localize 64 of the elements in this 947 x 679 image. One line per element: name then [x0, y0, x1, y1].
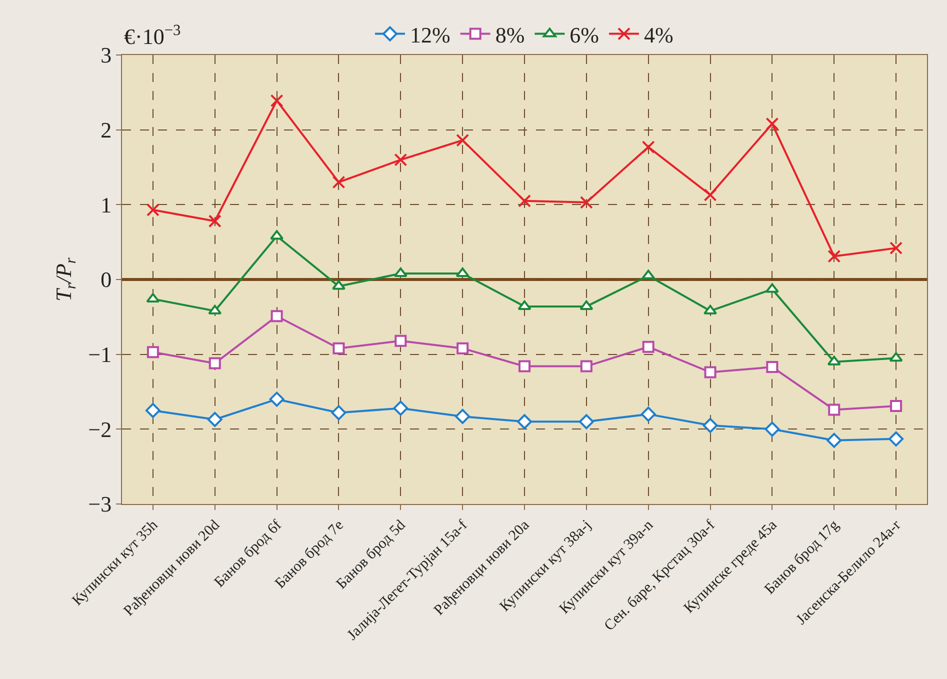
point: [828, 404, 840, 416]
legend-label: 8%: [495, 22, 525, 48]
point: [889, 352, 903, 362]
y-tick-label: −3: [88, 492, 112, 517]
point: [642, 140, 655, 154]
y-tick-label: −1: [88, 342, 112, 368]
point: [145, 402, 160, 418]
point: [270, 230, 284, 240]
point: [393, 400, 408, 416]
point: [332, 280, 346, 290]
point: [146, 346, 159, 358]
point: [456, 342, 469, 354]
point: [394, 268, 408, 278]
legend-label: 4%: [644, 22, 674, 48]
y-tick-label: −2: [88, 416, 112, 442]
point: [640, 406, 656, 422]
point: [580, 196, 593, 209]
point: [208, 357, 221, 370]
point: [765, 283, 779, 293]
point: [642, 340, 654, 353]
text: €·10$^{−3}$: [124, 22, 182, 50]
point: [704, 188, 717, 202]
point: [828, 250, 841, 263]
point: [827, 356, 841, 366]
point: [332, 176, 346, 189]
point: [766, 361, 778, 374]
point: [888, 431, 904, 446]
point: [518, 194, 531, 208]
point: [517, 414, 532, 430]
y-tick-label: 0: [100, 267, 112, 292]
point: [270, 94, 284, 108]
point: [518, 300, 532, 310]
point: [208, 214, 222, 228]
point: [456, 268, 470, 278]
point: [642, 270, 656, 280]
point: [704, 304, 718, 314]
y-tick-label: 3: [100, 42, 112, 68]
point: [332, 342, 345, 354]
point: [146, 203, 160, 216]
point: [580, 360, 592, 372]
point: [207, 412, 222, 427]
point: [394, 334, 407, 347]
point: [764, 422, 780, 437]
point: [518, 360, 530, 372]
point: [456, 134, 470, 147]
point: [890, 400, 902, 412]
point: [455, 408, 470, 424]
point: [826, 432, 842, 448]
point: [269, 392, 284, 407]
point: [890, 242, 903, 255]
point: [331, 405, 346, 420]
y-tick-label: 2: [100, 118, 112, 143]
point: [580, 300, 594, 310]
y-tick-label: 1: [100, 192, 112, 218]
legend-label: 6%: [570, 22, 599, 48]
point: [704, 366, 716, 378]
point: [208, 304, 222, 314]
legend-label: 12%: [410, 22, 450, 48]
point: [270, 310, 283, 322]
point: [394, 153, 408, 166]
point: [766, 117, 779, 130]
point: [702, 418, 718, 433]
point: [146, 292, 160, 302]
point: [578, 414, 594, 430]
